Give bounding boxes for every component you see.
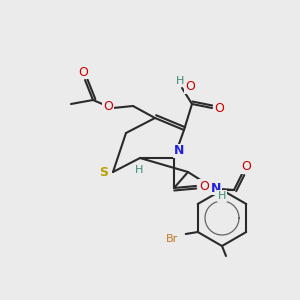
Text: Br: Br bbox=[166, 234, 178, 244]
Text: N: N bbox=[174, 145, 184, 158]
Text: O: O bbox=[241, 160, 251, 173]
Text: S: S bbox=[100, 166, 109, 178]
Text: H: H bbox=[176, 76, 184, 86]
Text: O: O bbox=[199, 179, 209, 193]
Text: N: N bbox=[211, 182, 221, 194]
Text: O: O bbox=[214, 101, 224, 115]
Text: H: H bbox=[218, 191, 226, 201]
Text: O: O bbox=[185, 80, 195, 94]
Text: O: O bbox=[78, 65, 88, 79]
Text: O: O bbox=[103, 100, 113, 112]
Text: H: H bbox=[135, 165, 143, 175]
